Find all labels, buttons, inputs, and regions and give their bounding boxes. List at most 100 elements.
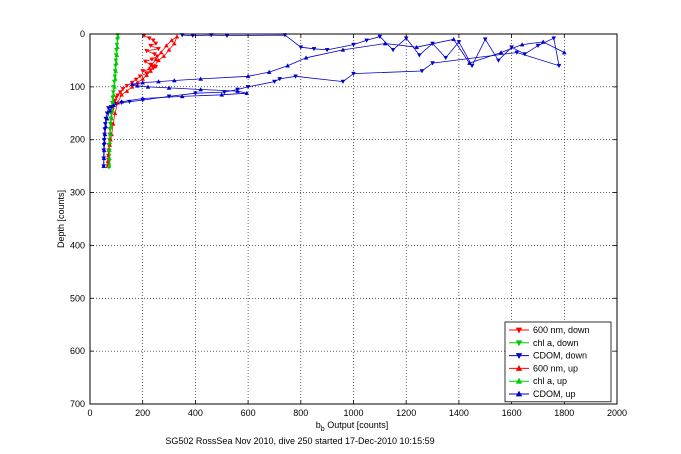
data-point	[124, 84, 130, 89]
data-point	[145, 84, 151, 89]
data-point	[111, 92, 117, 97]
data-point	[109, 116, 114, 121]
legend-label: CDOM, down	[533, 351, 587, 361]
y-tick-label: 0	[80, 29, 85, 39]
data-point	[101, 155, 107, 161]
legend-marker	[515, 353, 523, 360]
data-point	[414, 44, 420, 50]
x-tick-label: 2000	[607, 408, 627, 418]
data-point	[107, 139, 113, 145]
data-point	[148, 43, 153, 49]
data-point	[244, 90, 250, 95]
data-point	[152, 52, 157, 57]
data-point	[293, 74, 298, 79]
data-point	[219, 92, 225, 97]
series-4	[106, 34, 121, 168]
data-point	[104, 116, 110, 121]
data-point	[161, 53, 167, 58]
data-point	[107, 108, 113, 113]
data-point	[469, 63, 475, 69]
data-point	[144, 72, 149, 78]
data-point	[135, 83, 140, 88]
data-point	[148, 68, 153, 73]
data-point	[104, 111, 110, 116]
y-tick-label: 700	[70, 399, 85, 409]
data-point	[149, 57, 155, 62]
data-point	[417, 53, 422, 58]
x-tick-label: 800	[293, 408, 308, 418]
data-point	[115, 34, 121, 39]
legend-entry: chl a, up	[509, 376, 567, 386]
data-point	[112, 84, 117, 89]
x-tick-label: 1800	[554, 408, 574, 418]
data-point	[120, 87, 126, 92]
y-tick-label: 600	[70, 346, 85, 356]
data-point	[108, 124, 114, 129]
caption: SG502 RossSea Nov 2010, dive 250 started…	[165, 436, 434, 446]
x-tick-label: 1600	[502, 408, 522, 418]
data-point	[193, 91, 198, 96]
data-point	[144, 49, 149, 54]
legend-entry: CDOM, up	[509, 389, 576, 399]
data-point	[451, 36, 456, 42]
data-point	[137, 74, 143, 79]
data-point	[443, 55, 449, 61]
x-tick-label: 1200	[396, 408, 416, 418]
data-point	[496, 58, 501, 63]
y-tick-label: 300	[70, 188, 85, 198]
data-point	[351, 42, 356, 47]
data-point	[156, 79, 161, 84]
x-tick-label: 1000	[343, 408, 363, 418]
data-point	[149, 62, 155, 67]
legend-entry: 600 nm, down	[509, 325, 590, 335]
data-point	[108, 122, 113, 127]
data-point	[102, 132, 108, 137]
data-point	[364, 38, 370, 43]
data-point	[179, 93, 185, 99]
x-tick-label: 600	[241, 408, 256, 418]
data-point	[540, 39, 546, 44]
data-point	[112, 98, 118, 104]
data-point	[340, 47, 346, 52]
series-5	[101, 36, 567, 168]
data-point	[174, 34, 180, 39]
data-point	[377, 34, 383, 40]
data-point	[467, 60, 472, 65]
data-point	[456, 40, 462, 45]
data-point	[114, 60, 119, 65]
data-point	[119, 92, 124, 97]
data-point	[153, 56, 159, 62]
y-tick-label: 400	[70, 240, 85, 250]
legend-marker	[515, 327, 523, 334]
data-point	[390, 48, 396, 53]
data-point	[419, 69, 425, 74]
data-point	[106, 163, 112, 168]
data-point	[245, 85, 251, 90]
data-point	[140, 80, 146, 85]
legend-entry: chl a, down	[509, 338, 579, 348]
data-point	[522, 52, 528, 57]
x-axis-label: bb Output [counts]	[316, 420, 388, 433]
y-tick-label: 100	[70, 82, 85, 92]
data-point	[277, 77, 283, 82]
data-point	[272, 79, 277, 84]
data-point	[340, 79, 346, 84]
y-tick-label: 200	[70, 135, 85, 145]
data-point	[142, 59, 148, 64]
legend: 600 nm, down chl a, down CDOM, down 600 nm,…	[504, 321, 612, 403]
data-point	[111, 102, 117, 108]
ticks: 0 200 400 600 800 1000 1200 1400 1600 1800 2000 0 10…	[70, 29, 627, 418]
legend-entry: CDOM, down	[509, 351, 587, 361]
data-point	[112, 110, 118, 116]
data-point	[171, 78, 177, 83]
data-point	[171, 41, 177, 46]
data-point	[133, 77, 139, 82]
legend-label: chl a, up	[533, 376, 567, 386]
y-tick-label: 500	[70, 293, 85, 303]
data-point	[107, 147, 112, 153]
legend-label: 600 nm, up	[533, 363, 578, 373]
data-point	[298, 45, 304, 50]
data-point	[311, 47, 317, 52]
data-point	[498, 50, 504, 55]
legend-box	[504, 321, 612, 403]
